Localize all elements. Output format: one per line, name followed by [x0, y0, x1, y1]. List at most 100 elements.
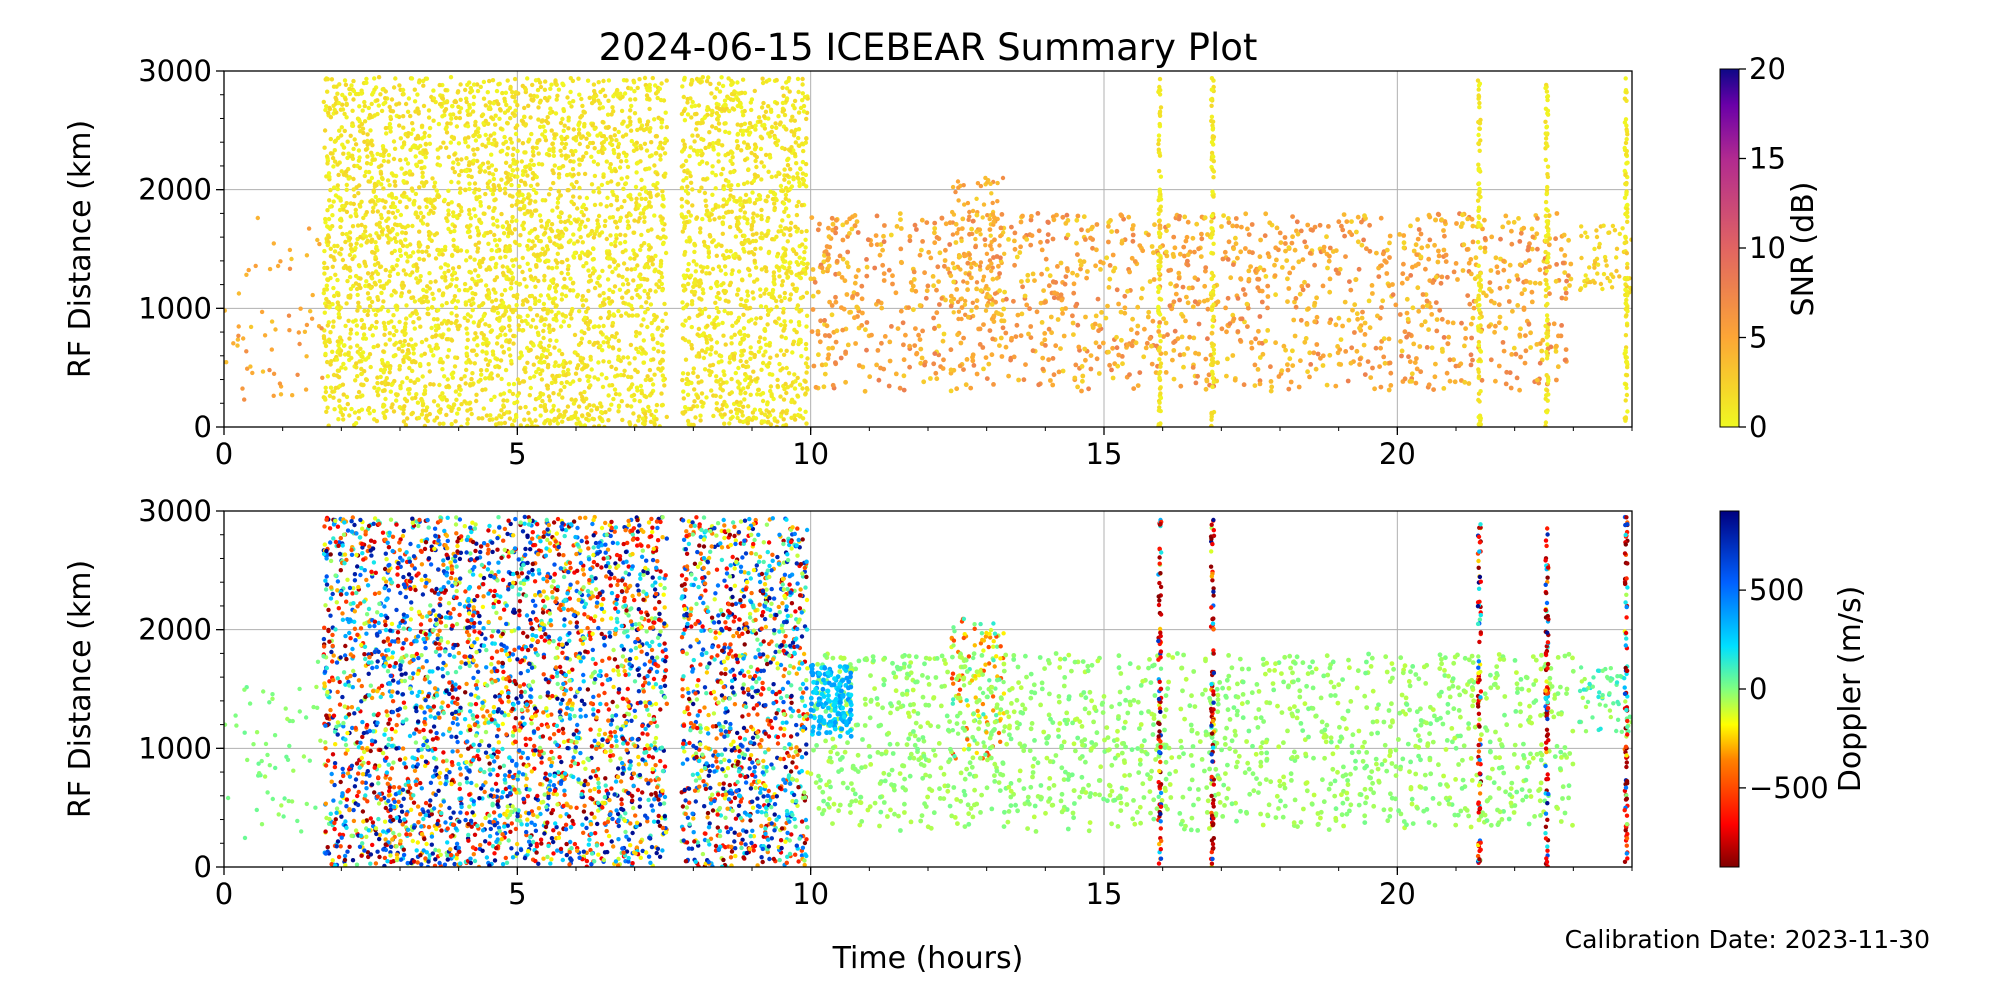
data-point	[518, 405, 523, 410]
data-point	[755, 376, 760, 381]
data-point	[590, 271, 596, 276]
data-point	[505, 78, 510, 83]
data-point	[354, 323, 360, 328]
data-point	[629, 375, 634, 380]
data-point	[386, 210, 391, 215]
data-point	[369, 101, 374, 107]
data-point	[532, 208, 538, 213]
data-point	[440, 96, 446, 101]
data-point	[351, 201, 356, 207]
data-point	[707, 142, 712, 147]
data-point	[1583, 283, 1588, 288]
data-point	[663, 311, 668, 316]
data-point	[611, 109, 616, 114]
data-point	[580, 297, 585, 303]
data-point	[403, 237, 408, 242]
data-point	[658, 140, 663, 145]
data-point	[647, 393, 653, 398]
data-point	[499, 344, 505, 349]
data-point	[693, 269, 698, 274]
data-point	[363, 377, 369, 382]
data-point	[325, 242, 330, 248]
data-point	[576, 404, 582, 409]
data-point	[726, 76, 731, 81]
data-point	[332, 159, 338, 164]
data-point	[897, 385, 903, 391]
data-point	[365, 407, 371, 413]
data-point	[576, 342, 582, 347]
data-point	[364, 80, 369, 86]
data-point	[417, 298, 422, 303]
data-point	[479, 372, 484, 377]
data-point	[736, 91, 742, 96]
data-point	[368, 364, 373, 370]
data-point	[657, 424, 662, 427]
data-point	[686, 339, 692, 344]
data-point	[334, 305, 340, 311]
data-point	[713, 125, 719, 131]
data-point	[796, 320, 802, 325]
data-point	[769, 393, 774, 399]
data-point	[505, 145, 511, 151]
data-point	[716, 81, 722, 86]
data-point	[704, 395, 709, 400]
data-point	[772, 201, 777, 206]
data-point	[336, 417, 341, 422]
data-point	[738, 208, 743, 213]
data-point	[571, 232, 576, 237]
data-point	[656, 349, 661, 354]
data-point	[756, 339, 762, 344]
data-point	[471, 348, 476, 353]
data-point	[481, 79, 487, 85]
data-point	[492, 131, 497, 136]
data-point	[919, 217, 925, 223]
data-point	[834, 328, 840, 334]
data-point	[370, 271, 375, 276]
data-point	[698, 230, 703, 235]
data-point	[545, 115, 550, 120]
data-point	[352, 163, 357, 169]
data-point	[750, 290, 755, 295]
data-point	[1268, 379, 1274, 384]
data-point	[355, 223, 361, 228]
data-point	[684, 376, 689, 382]
data-point	[446, 383, 451, 389]
data-point	[598, 343, 603, 349]
data-point	[440, 275, 445, 280]
data-point	[404, 244, 410, 249]
data-point	[492, 238, 498, 243]
data-point	[349, 246, 354, 252]
data-point	[473, 138, 479, 143]
data-point	[781, 246, 786, 251]
data-point	[559, 297, 564, 302]
data-point	[405, 109, 411, 115]
data-point	[595, 162, 601, 167]
data-point	[781, 352, 787, 357]
data-point	[559, 141, 565, 146]
data-point	[641, 317, 646, 322]
data-point	[538, 239, 543, 244]
data-point	[830, 221, 836, 227]
data-point	[544, 244, 550, 249]
data-point	[699, 399, 704, 404]
data-point	[372, 157, 377, 162]
data-point	[752, 279, 757, 284]
data-point	[575, 206, 580, 211]
data-point	[373, 255, 378, 260]
data-point	[646, 295, 651, 300]
data-point	[792, 98, 798, 104]
data-point	[718, 394, 723, 399]
data-point	[755, 392, 760, 397]
data-point	[647, 82, 652, 88]
data-point	[410, 344, 415, 349]
data-point	[609, 179, 614, 184]
data-point	[662, 383, 667, 388]
data-point	[596, 186, 601, 191]
data-point	[783, 192, 789, 198]
data-point	[559, 380, 564, 386]
data-point	[425, 306, 431, 311]
data-point	[422, 351, 427, 356]
data-point	[977, 326, 983, 332]
data-point	[408, 337, 414, 342]
data-point	[450, 104, 455, 109]
